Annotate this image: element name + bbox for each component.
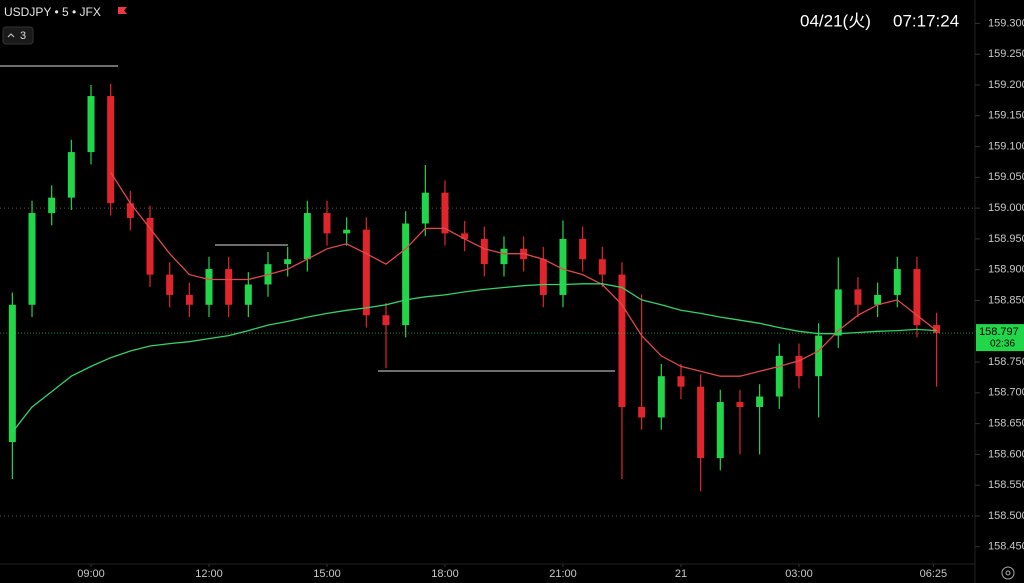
last-price-label: 158.797	[979, 326, 1019, 338]
candle-body	[87, 96, 95, 153]
candle-body	[579, 238, 587, 260]
clock: 07:17:24	[893, 11, 959, 30]
candle-body	[559, 238, 567, 295]
x-tick-label: 21:00	[549, 568, 577, 580]
candle-body	[697, 386, 705, 459]
candle-body	[225, 269, 233, 305]
candle-body	[913, 269, 921, 326]
candle-body	[28, 213, 36, 305]
candle-body	[657, 376, 665, 418]
settings-icon[interactable]	[1001, 566, 1015, 580]
candle-body	[539, 259, 547, 295]
x-tick-label: 09:00	[77, 568, 105, 580]
y-tick-label: 158.750	[988, 356, 1024, 368]
candle-body	[854, 289, 862, 305]
candle-body	[185, 294, 193, 305]
candle-body	[716, 402, 724, 459]
candle-body	[834, 289, 842, 336]
candle-body	[480, 238, 488, 265]
candle-body	[146, 217, 154, 275]
y-tick-label: 159.100	[988, 140, 1024, 152]
x-tick-label: 03:00	[785, 568, 813, 580]
candle-body	[67, 152, 75, 198]
y-tick-label: 158.600	[988, 448, 1024, 460]
indicator-count[interactable]: 3	[20, 30, 26, 42]
symbol[interactable]: USDJPY • 5 • JFX	[4, 5, 101, 19]
candle-body	[48, 197, 56, 214]
candle-body	[362, 229, 370, 316]
candle-body	[461, 233, 469, 239]
x-tick-label: 12:00	[195, 568, 223, 580]
candle-body	[382, 315, 390, 326]
candle-body	[441, 192, 449, 234]
candle-body	[775, 355, 783, 397]
candle-body	[874, 294, 882, 305]
candle-body	[166, 274, 174, 295]
candle-body	[205, 269, 213, 305]
candle-body	[402, 223, 410, 326]
y-tick-label: 158.450	[988, 541, 1024, 553]
candle-body	[343, 229, 351, 234]
candle-body	[8, 304, 16, 443]
candle-body	[677, 376, 685, 387]
y-tick-label: 159.150	[988, 110, 1024, 122]
y-tick-label: 158.700	[988, 387, 1024, 399]
moving-average	[11, 283, 937, 433]
candle-body	[107, 96, 115, 204]
y-tick-label: 159.200	[988, 79, 1024, 91]
candle-body	[303, 213, 311, 260]
candle-body	[244, 284, 252, 305]
candle-body	[638, 406, 646, 418]
y-tick-label: 158.850	[988, 294, 1024, 306]
countdown: 02:36	[990, 339, 1015, 350]
candle-body	[933, 325, 941, 334]
y-tick-label: 159.000	[988, 202, 1024, 214]
flag-icon[interactable]	[118, 7, 127, 14]
x-tick-label: 21	[675, 568, 687, 580]
candle-body	[736, 402, 744, 407]
candle-body	[756, 396, 764, 407]
y-tick-label: 159.250	[988, 48, 1024, 60]
candle-body	[421, 192, 429, 224]
candle-body	[126, 203, 134, 218]
x-tick-label: 15:00	[313, 568, 341, 580]
moving-average	[110, 172, 938, 377]
candle-body	[500, 248, 508, 265]
y-tick-label: 158.900	[988, 264, 1024, 276]
y-tick-label: 158.550	[988, 479, 1024, 491]
candle-body	[893, 269, 901, 295]
y-tick-label: 158.950	[988, 233, 1024, 245]
y-tick-label: 158.500	[988, 510, 1024, 522]
date: 04/21(火)	[800, 11, 871, 30]
candle-body	[795, 355, 803, 377]
y-tick-label: 159.300	[988, 17, 1024, 29]
candle-body	[323, 213, 331, 234]
y-tick-label: 158.650	[988, 418, 1024, 430]
candle-body	[618, 274, 626, 407]
candle-body	[598, 259, 606, 275]
chevron-icon[interactable]	[7, 33, 15, 38]
y-tick-label: 159.050	[988, 171, 1024, 183]
indicator-toggle[interactable]	[2, 26, 34, 45]
candle-body	[815, 335, 823, 377]
x-tick-label: 18:00	[431, 568, 459, 580]
last-price-box	[976, 324, 1024, 352]
candle-body	[284, 259, 292, 265]
x-tick-label: 06:25	[920, 568, 948, 580]
